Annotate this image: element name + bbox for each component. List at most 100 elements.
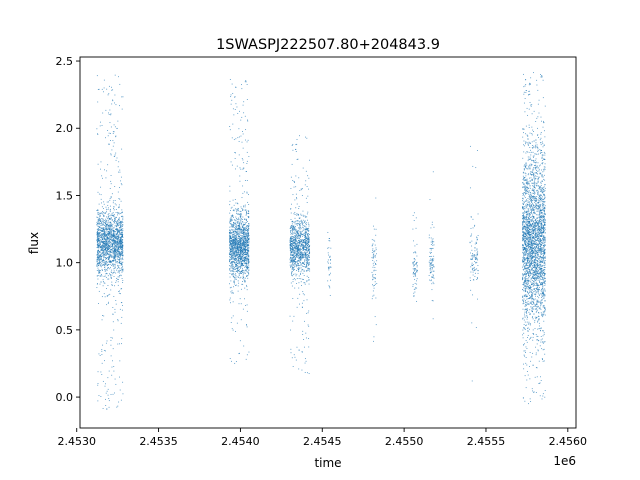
data-point xyxy=(290,230,291,232)
data-point xyxy=(238,266,240,267)
data-point xyxy=(107,238,109,239)
data-point xyxy=(236,243,238,245)
data-point xyxy=(114,220,116,222)
data-point xyxy=(99,283,101,285)
data-point xyxy=(235,230,237,232)
data-point xyxy=(303,269,305,271)
data-point xyxy=(292,226,294,228)
data-point xyxy=(298,208,300,209)
data-point xyxy=(105,239,106,241)
data-point xyxy=(429,255,431,257)
data-point xyxy=(308,238,310,240)
data-point xyxy=(234,277,236,278)
data-point xyxy=(114,252,116,253)
data-point xyxy=(115,250,116,252)
data-point xyxy=(230,262,232,264)
data-point xyxy=(247,245,249,247)
data-point xyxy=(299,253,301,255)
data-point xyxy=(115,272,117,274)
data-point xyxy=(300,251,302,253)
data-point xyxy=(234,247,236,248)
data-point xyxy=(109,249,111,251)
data-point xyxy=(294,181,295,183)
data-point xyxy=(244,277,246,279)
data-point xyxy=(302,253,303,255)
data-point xyxy=(122,236,124,238)
data-point xyxy=(292,267,293,269)
data-point xyxy=(101,88,103,90)
data-point xyxy=(246,160,248,162)
data-point xyxy=(120,239,122,241)
data-point xyxy=(233,241,235,243)
data-point xyxy=(96,270,98,272)
data-point xyxy=(118,213,120,215)
data-point xyxy=(296,143,298,145)
data-point xyxy=(305,239,307,241)
data-point xyxy=(291,238,293,240)
data-point xyxy=(232,229,234,231)
data-point xyxy=(114,240,116,241)
data-point xyxy=(105,224,107,226)
data-point xyxy=(120,293,121,295)
data-point xyxy=(294,273,296,275)
data-point xyxy=(237,227,239,229)
data-point xyxy=(97,253,99,255)
data-point xyxy=(113,242,115,244)
data-point xyxy=(305,229,307,231)
data-point xyxy=(238,247,240,248)
data-point xyxy=(290,348,292,350)
data-point xyxy=(290,249,292,250)
data-point xyxy=(302,293,304,295)
data-point xyxy=(115,212,117,213)
data-point xyxy=(119,389,121,391)
data-point xyxy=(118,198,120,200)
data-point xyxy=(307,263,309,264)
data-point xyxy=(99,215,101,217)
data-point xyxy=(98,239,100,241)
data-point xyxy=(304,282,306,284)
data-point xyxy=(291,248,293,250)
data-point xyxy=(236,260,238,262)
data-point xyxy=(291,145,293,146)
data-point xyxy=(230,246,232,248)
data-point xyxy=(111,149,113,151)
data-point xyxy=(110,180,112,182)
data-point xyxy=(236,258,238,260)
data-point xyxy=(433,226,435,228)
data-point xyxy=(294,211,296,213)
data-point xyxy=(300,214,302,216)
data-point xyxy=(234,243,236,244)
data-point xyxy=(108,263,110,265)
data-point xyxy=(238,262,240,264)
data-point xyxy=(292,245,294,247)
data-point xyxy=(429,262,431,264)
data-point xyxy=(414,274,416,275)
data-point xyxy=(246,240,248,242)
data-point xyxy=(293,264,295,266)
data-point xyxy=(118,242,120,243)
data-point xyxy=(248,255,250,257)
data-point xyxy=(298,282,300,284)
data-point xyxy=(301,240,302,242)
data-point xyxy=(109,245,111,247)
data-point xyxy=(116,220,118,222)
data-point xyxy=(300,219,302,221)
data-point xyxy=(100,265,102,266)
data-point xyxy=(292,279,294,280)
data-point xyxy=(306,243,308,244)
data-point xyxy=(240,276,242,278)
data-point xyxy=(232,315,234,317)
data-point xyxy=(103,275,105,277)
data-point xyxy=(105,254,107,256)
data-point xyxy=(245,262,247,264)
data-point xyxy=(307,230,309,232)
data-point xyxy=(102,236,104,238)
data-point xyxy=(372,273,374,275)
data-point xyxy=(110,86,112,88)
data-point xyxy=(471,255,473,257)
data-point xyxy=(234,258,236,260)
data-point xyxy=(476,268,478,270)
data-point xyxy=(291,244,293,246)
data-point xyxy=(113,216,115,218)
data-point xyxy=(232,270,234,272)
